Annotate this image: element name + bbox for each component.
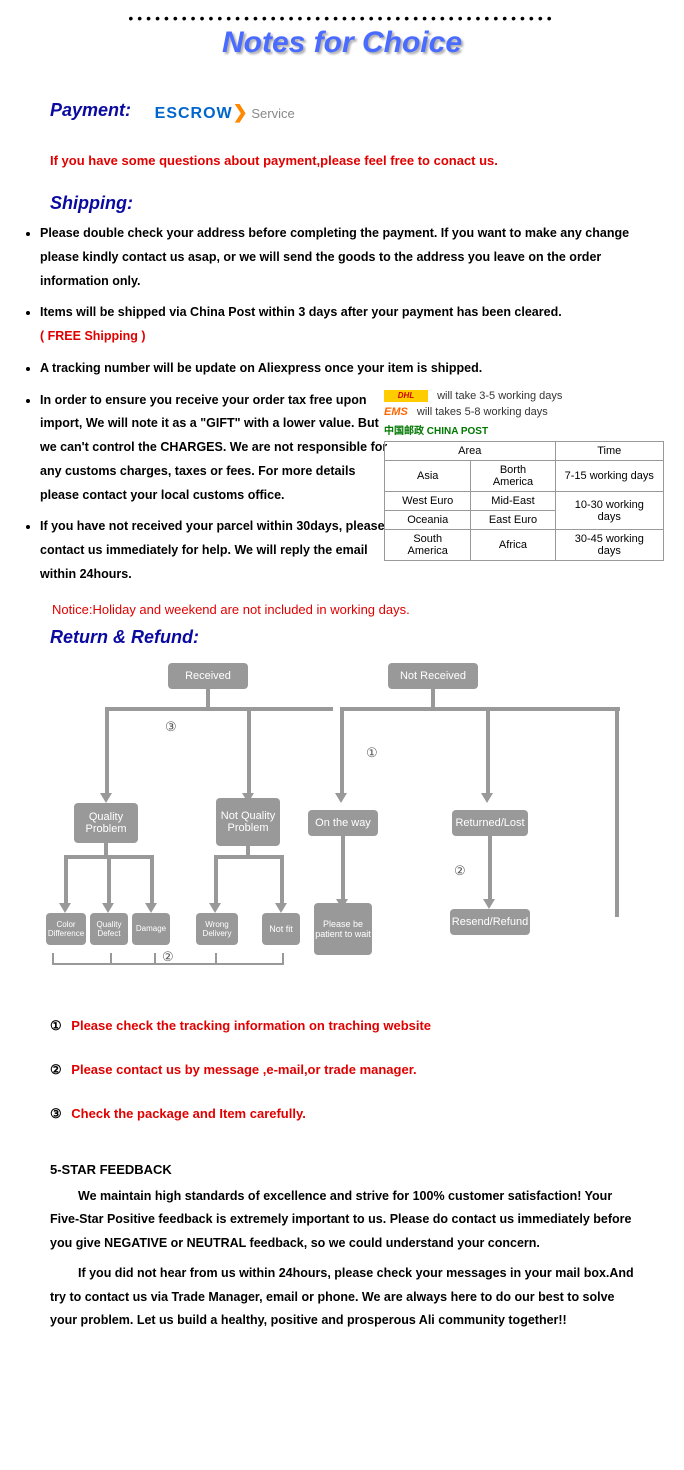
feedback-para: We maintain high standards of excellence… (50, 1185, 634, 1256)
dhl-row: DHL will take 3-5 working days (384, 390, 664, 402)
payment-heading: Payment: (50, 100, 131, 120)
chinapost-row: 中国邮政 CHINA POST (384, 422, 664, 437)
shipping-bullet: Items will be shipped via China Post wit… (40, 301, 664, 349)
chinapost-logo: 中国邮政 CHINA POST (384, 422, 488, 437)
node-damage: Damage (132, 913, 170, 945)
shipping-bullet: Please double check your address before … (40, 222, 664, 293)
node-received: Received (168, 663, 248, 689)
shipping-heading: Shipping: (50, 193, 664, 214)
shipping-bullet: A tracking number will be update on Alie… (40, 357, 664, 381)
node-please-wait: Please be patient to wait (314, 903, 372, 955)
flow-num-2a: ② (454, 863, 466, 879)
node-resend-refund: Resend/Refund (450, 909, 530, 935)
node-wrong-delivery: Wrong Delivery (196, 913, 238, 945)
node-returned-lost: Returned/Lost (452, 810, 528, 836)
dotline-top: ••••••••••••••••••••••••••••••••••••••••… (20, 10, 664, 26)
node-color-diff: Color Difference (46, 913, 86, 945)
flow-num-2b: ② (162, 949, 174, 965)
feedback-para: If you did not hear from us within 24hou… (50, 1262, 634, 1333)
node-not-received: Not Received (388, 663, 478, 689)
ems-logo: EMS (384, 406, 408, 418)
escrow-logo: ESCROW❯ Service (155, 102, 295, 123)
dhl-logo: DHL (384, 390, 428, 402)
payment-note: If you have some questions about payment… (50, 153, 664, 168)
node-quality-problem: Quality Problem (74, 803, 138, 843)
flow-num-1: ① (366, 745, 378, 761)
node-on-the-way: On the way (308, 810, 378, 836)
holiday-notice: Notice:Holiday and weekend are not inclu… (52, 602, 664, 617)
node-not-fit: Not fit (262, 913, 300, 945)
page-title: Notes for Choice (20, 26, 664, 60)
shipping-times-table: Area Time Asia Borth America 7-15 workin… (384, 441, 664, 561)
flow-note: ③ Check the package and Item carefully. (50, 1106, 664, 1122)
flow-note: ② Please contact us by message ,e-mail,o… (50, 1062, 664, 1078)
flow-note: ① Please check the tracking information … (50, 1018, 664, 1034)
free-shipping-note: ( FREE Shipping ) (40, 329, 146, 343)
flow-num-3: ③ (165, 719, 177, 735)
ems-row: EMS will takes 5-8 working days (384, 406, 664, 418)
node-not-quality-problem: Not Quality Problem (216, 798, 280, 846)
flow-notes: ① Please check the tracking information … (50, 1018, 664, 1122)
return-heading: Return & Refund: (50, 627, 664, 648)
return-flowchart: Received Not Received ③ ① Quality Proble… (30, 663, 654, 993)
feedback-heading: 5-STAR FEEDBACK (50, 1162, 664, 1177)
escrow-arrow-icon: ❯ (233, 102, 248, 122)
node-quality-defect: Quality Defect (90, 913, 128, 945)
